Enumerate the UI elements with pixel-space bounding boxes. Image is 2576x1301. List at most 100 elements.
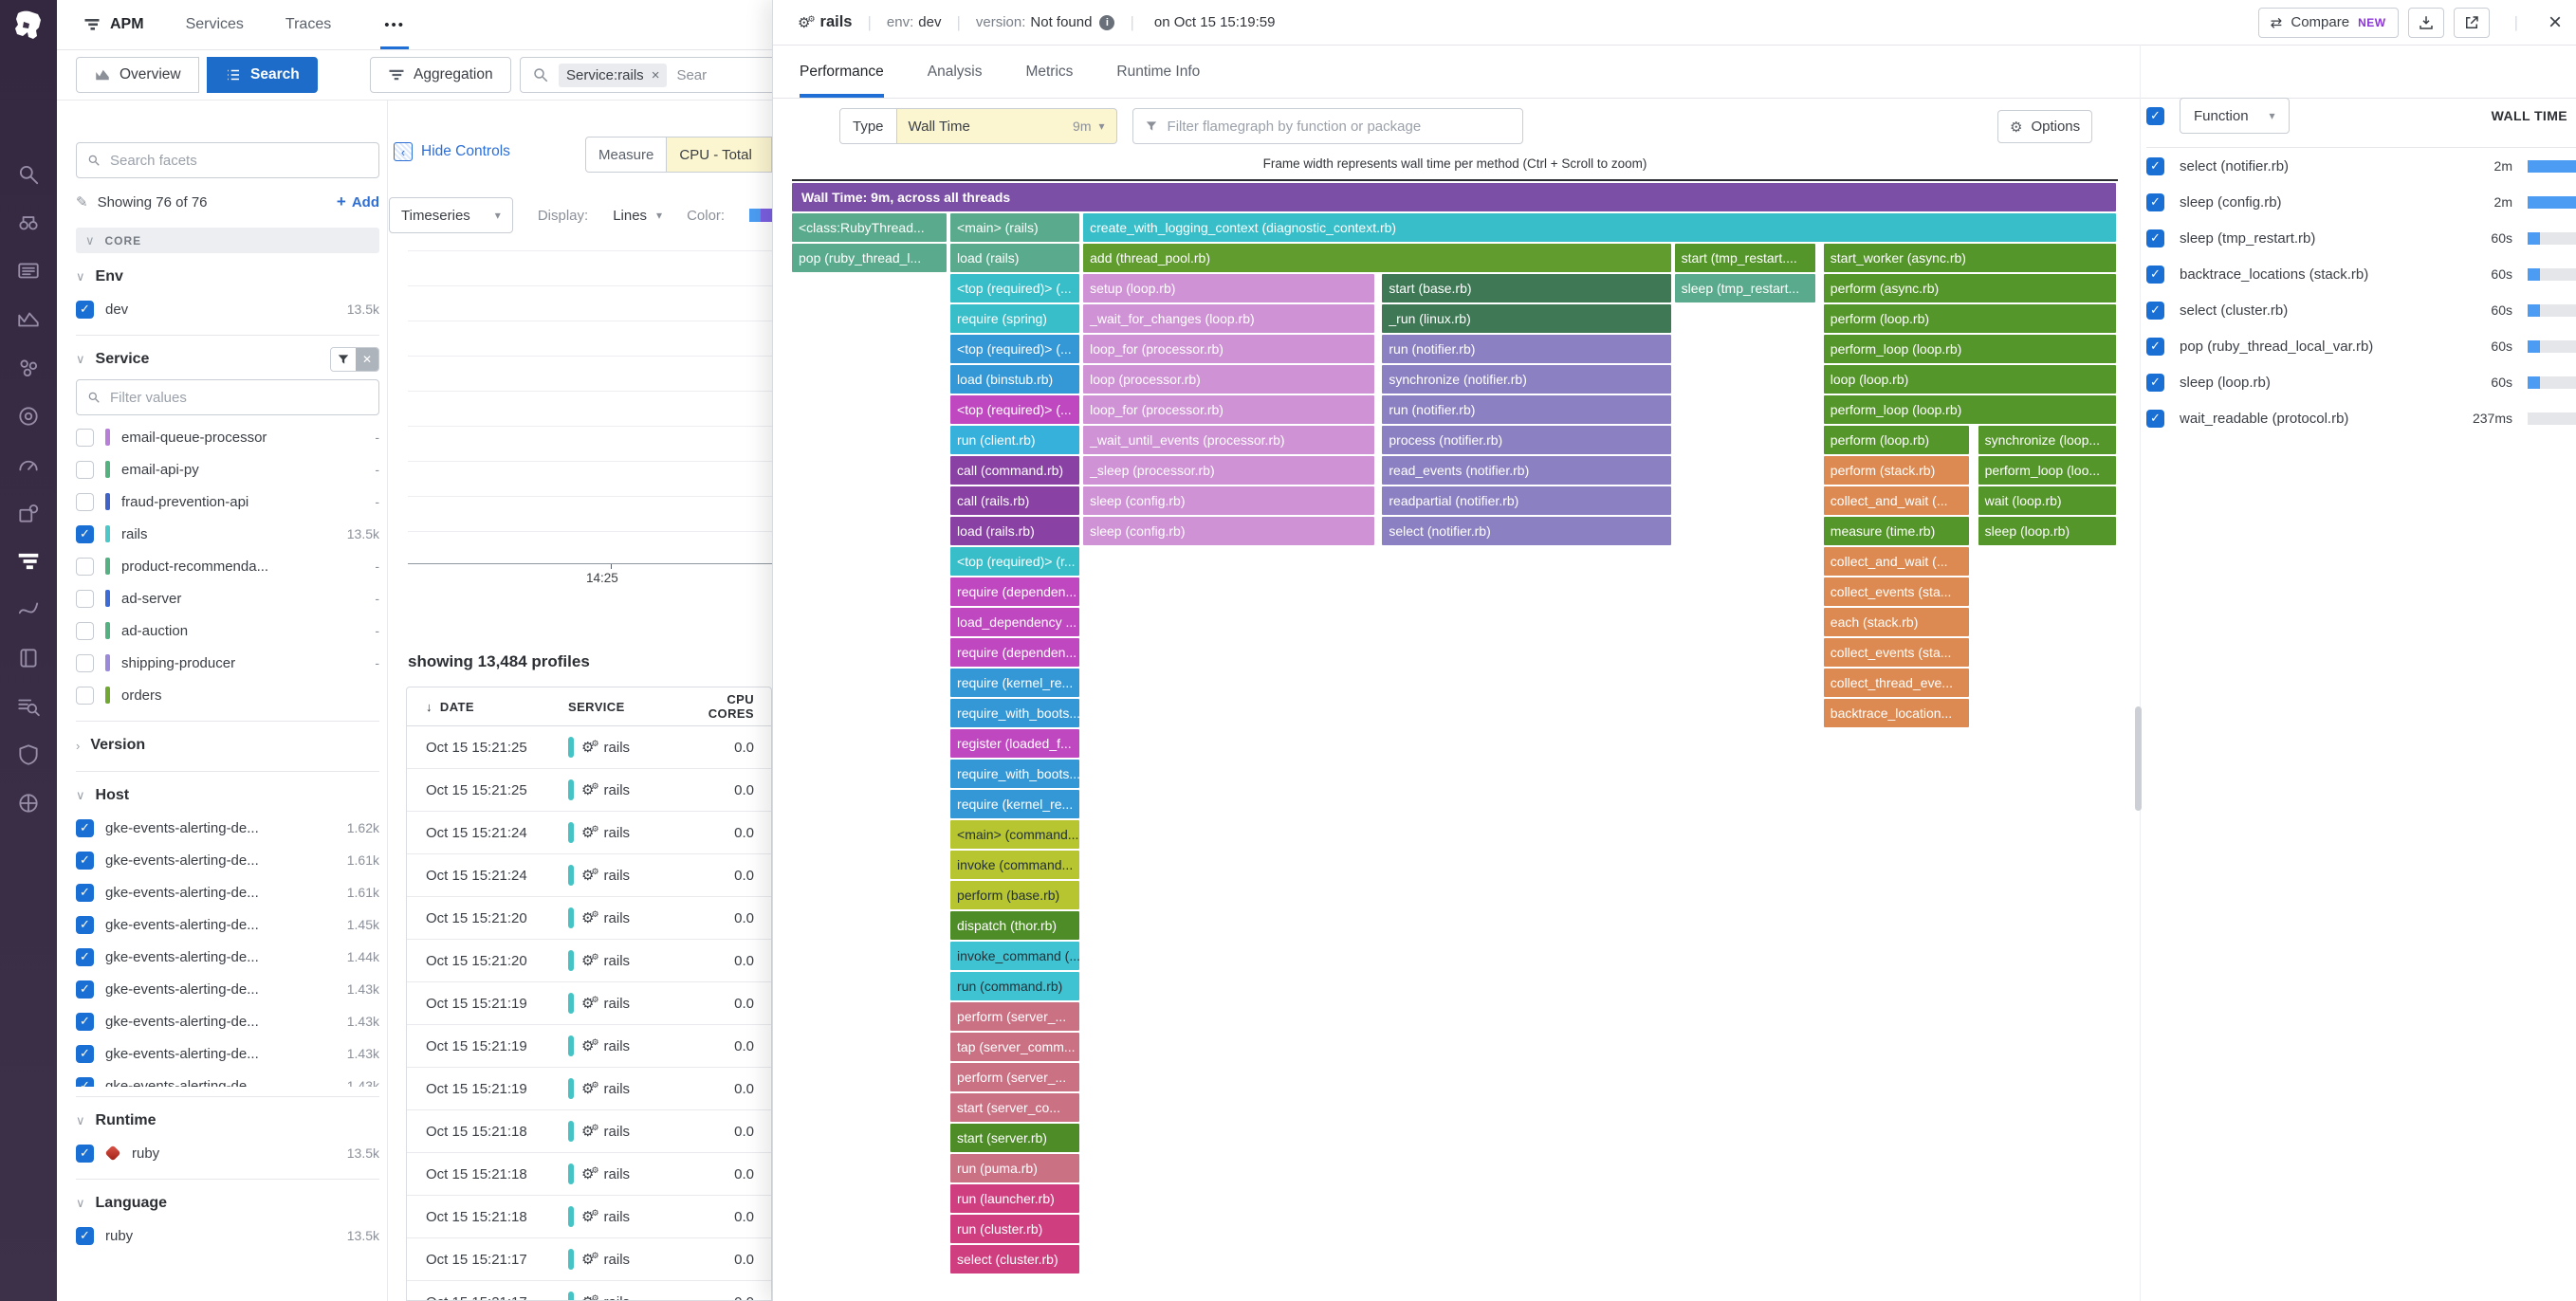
notebooks-icon[interactable] [16,646,41,670]
flame-frame[interactable]: loop_for (processor.rb) [1083,335,1375,363]
nav-more-button[interactable]: ••• [380,0,409,49]
flame-frame[interactable]: sleep (loop.rb) [1978,517,2116,545]
checkbox-checked[interactable] [2146,229,2164,247]
tab-performance[interactable]: Performance [800,46,884,98]
flame-frame[interactable]: run (puma.rb) [950,1154,1080,1182]
facet-item-service[interactable]: product-recommenda... - [76,550,379,582]
facet-item-host[interactable]: gke-events-alerting-de... 1.43k [76,1005,379,1037]
ci-icon[interactable] [16,404,41,429]
hide-controls-button[interactable]: ‹ Hide Controls [394,142,510,161]
flame-frame[interactable]: _wait_until_events (processor.rb) [1083,426,1375,454]
checkbox-checked[interactable] [76,1144,94,1163]
facet-item-host[interactable]: gke-events-alerting-de... 1.43k [76,1070,379,1087]
synthetics-icon[interactable] [16,597,41,622]
checkbox-checked[interactable] [76,1076,94,1087]
flame-frame[interactable]: load (rails) [950,244,1080,272]
download-button[interactable] [2407,7,2444,38]
flame-frame[interactable]: add (thread_pool.rb) [1083,244,1671,272]
checkbox-checked[interactable] [76,883,94,902]
nav-item-services[interactable]: Services [186,0,244,49]
logs-icon[interactable] [16,694,41,719]
display-value-select[interactable]: Lines ▾ [613,208,662,224]
facet-item-host[interactable]: gke-events-alerting-de... 1.43k [76,973,379,1005]
organization-settings-icon[interactable] [16,791,41,815]
flame-frame[interactable]: _sleep (processor.rb) [1083,456,1375,485]
facet-section-runtime[interactable]: ∨ Runtime [76,1105,379,1137]
flame-frame[interactable]: load (rails.rb) [950,517,1080,545]
flame-frame[interactable]: perform (stack.rb) [1823,456,1969,485]
flame-frame[interactable]: load_dependency ... [950,608,1080,636]
flame-frame[interactable]: setup (loop.rb) [1083,274,1375,302]
flame-frame[interactable]: <main> (rails) [950,213,1080,242]
facet-item-service[interactable]: email-queue-processor - [76,421,379,453]
function-row[interactable]: sleep (loop.rb) 60s [2146,364,2576,400]
profile-table-row[interactable]: Oct 15 15:21:20 ⚙⚙ rails 0.0 [407,897,771,940]
checkbox-checked[interactable] [2146,156,2164,175]
checkbox-checked[interactable] [76,524,94,543]
chart-type-select[interactable]: Timeseries ▾ [389,197,513,233]
flame-frame[interactable]: each (stack.rb) [1823,608,1969,636]
integrations-icon[interactable] [16,501,41,525]
checkbox-checked[interactable] [76,980,94,999]
flame-frame[interactable]: run (notifier.rb) [1382,395,1671,424]
flame-frame[interactable]: collect_events (sta... [1823,577,1969,606]
dashboards-icon[interactable] [16,307,41,332]
profile-table-row[interactable]: Oct 15 15:21:19 ⚙⚙ rails 0.0 [407,1068,771,1110]
search-token-service-rails[interactable]: Service:rails × [559,63,668,87]
flame-frame[interactable]: start (server.rb) [950,1124,1080,1152]
flame-frame[interactable]: Wall Time: 9m, across all threads [792,183,2116,211]
flame-frame[interactable]: measure (time.rb) [1823,517,1969,545]
flame-frame[interactable]: perform (loop.rb) [1823,426,1969,454]
facet-item-language-ruby[interactable]: ruby 13.5k [76,1219,379,1252]
flame-frame[interactable]: sleep (config.rb) [1083,486,1375,515]
service-map-icon[interactable] [16,356,41,380]
profile-table-row[interactable]: Oct 15 15:21:24 ⚙⚙ rails 0.0 [407,854,771,897]
function-row[interactable]: select (notifier.rb) 2m [2146,148,2576,184]
checkbox-unchecked[interactable] [76,589,94,608]
column-header-cpu-cores[interactable]: CPU CORES [708,692,754,721]
facet-item-host[interactable]: gke-events-alerting-de... 1.45k [76,908,379,941]
tab-runtime-info[interactable]: Runtime Info [1116,63,1201,80]
flame-frame[interactable]: call (rails.rb) [950,486,1080,515]
profile-table-row[interactable]: Oct 15 15:21:19 ⚙⚙ rails 0.0 [407,1025,771,1068]
flame-frame[interactable]: synchronize (loop... [1978,426,2116,454]
facet-item-host[interactable]: gke-events-alerting-de... 1.61k [76,844,379,876]
flame-frame[interactable]: require_with_boots... [950,760,1080,788]
facet-item-runtime-ruby[interactable]: ruby 13.5k [76,1137,379,1169]
compare-button[interactable]: ⇄ Compare NEW [2257,7,2399,38]
facet-group-core[interactable]: ∨ CORE [76,228,379,253]
flame-frame[interactable]: start (server_co... [950,1093,1080,1122]
function-row[interactable]: sleep (config.rb) 2m [2146,184,2576,220]
function-row[interactable]: backtrace_locations (stack.rb) 60s [2146,256,2576,292]
datadog-logo[interactable] [0,0,57,51]
flame-frame[interactable]: perform_loop (loop.rb) [1823,335,2116,363]
flame-frame[interactable]: <top (required)> (... [950,274,1080,302]
measure-value-select[interactable]: CPU - Total [667,137,772,173]
flame-frame[interactable]: require (dependen... [950,577,1080,606]
profile-table-row[interactable]: Oct 15 15:21:24 ⚙⚙ rails 0.0 [407,812,771,854]
profile-table-row[interactable]: Oct 15 15:21:20 ⚙⚙ rails 0.0 [407,940,771,982]
function-row[interactable]: sleep (tmp_restart.rb) 60s [2146,220,2576,256]
checkbox-checked[interactable] [76,1226,94,1245]
flame-frame[interactable]: start (tmp_restart.... [1674,244,1815,272]
service-filter-input[interactable]: Filter values [76,379,379,415]
profile-search-input[interactable]: Service:rails × Sear [520,57,772,93]
column-header-service[interactable]: SERVICE [568,699,625,714]
flame-frame[interactable]: <main> (command... [950,820,1080,849]
facet-item-host[interactable]: gke-events-alerting-de... 1.62k [76,812,379,844]
facet-item-host[interactable]: gke-events-alerting-de... 1.44k [76,941,379,973]
checkbox-checked[interactable] [76,851,94,870]
color-swatch-select[interactable] [749,209,773,222]
facet-section-env[interactable]: ∨ Env [76,261,379,293]
function-row[interactable]: pop (ruby_thread_local_var.rb) 60s [2146,328,2576,364]
checkbox-unchecked[interactable] [76,653,94,672]
apm-icon[interactable] [16,549,41,574]
checkbox-checked[interactable] [76,1012,94,1031]
profile-table-row[interactable]: Oct 15 15:21:18 ⚙⚙ rails 0.0 [407,1153,771,1196]
checkbox-unchecked[interactable] [76,460,94,479]
profile-table-row[interactable]: Oct 15 15:21:18 ⚙⚙ rails 0.0 [407,1196,771,1238]
checkbox-checked[interactable] [76,818,94,837]
flame-frame[interactable]: loop_for (processor.rb) [1083,395,1375,424]
profile-table-row[interactable]: Oct 15 15:21:25 ⚙⚙ rails 0.0 [407,769,771,812]
remove-token-icon[interactable]: × [651,66,660,83]
